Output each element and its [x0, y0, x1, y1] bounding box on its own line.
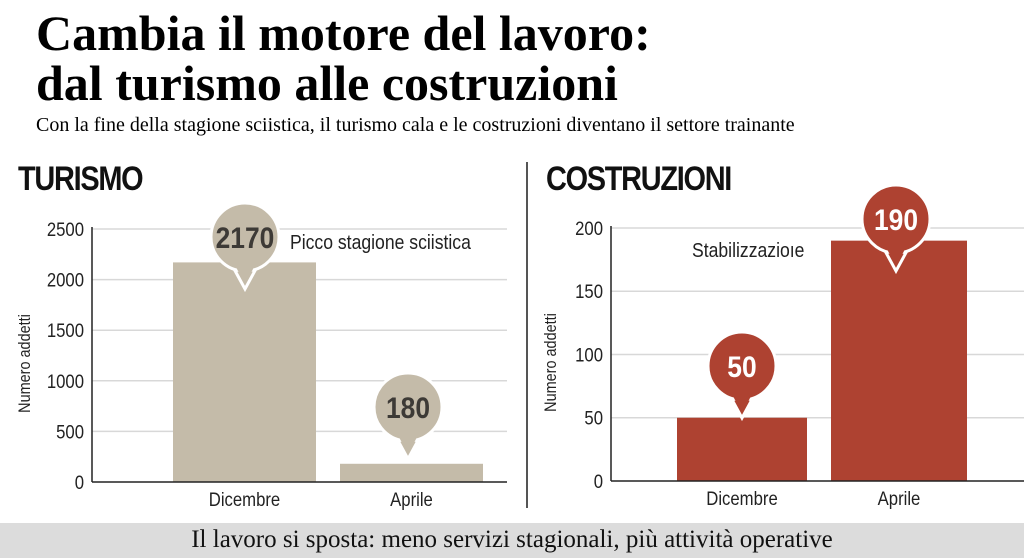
data-label: 180 — [386, 390, 430, 424]
x-tick-label: Aprile — [390, 489, 433, 510]
bar — [173, 262, 316, 482]
chart-title-turismo: TURISMO — [18, 160, 144, 198]
y-tick-label: 2500 — [47, 219, 84, 240]
subtitle: Con la fine della stagione sciistica, il… — [36, 114, 795, 136]
y-tick-label: 1500 — [47, 320, 84, 341]
data-label: 190 — [874, 202, 918, 236]
footer-caption: Il lavoro si sposta: meno servizi stagio… — [0, 523, 1024, 558]
y-axis-label: Numero addetti — [542, 313, 560, 412]
callout-pointer-fill — [235, 265, 255, 285]
callout-pointer-fill — [886, 247, 906, 267]
y-axis-label: Numero addetti — [16, 314, 34, 413]
x-tick-label: Aprile — [878, 488, 921, 509]
x-tick-label: Dicembre — [209, 489, 281, 510]
y-tick-label: 500 — [56, 421, 84, 442]
annotation: Picco stagione sciistica — [290, 231, 471, 253]
y-tick-label: 100 — [575, 345, 603, 366]
y-tick-label: 0 — [75, 472, 84, 493]
page-title: Cambia il motore del lavoro: dal turismo … — [36, 8, 651, 108]
y-tick-label: 0 — [594, 471, 603, 492]
data-label: 50 — [727, 349, 756, 383]
bar — [677, 417, 807, 481]
callout-pointer-fill — [398, 435, 418, 455]
y-tick-label: 150 — [575, 281, 603, 302]
y-tick-label: 2000 — [47, 270, 84, 291]
bar — [831, 240, 967, 481]
x-tick-label: Dicembre — [706, 488, 778, 509]
y-tick-label: 50 — [584, 408, 603, 429]
y-tick-label: 1000 — [47, 371, 84, 392]
bar — [340, 463, 483, 482]
y-tick-label: 200 — [575, 218, 603, 239]
annotation: Stabilizzazioıe — [692, 239, 804, 261]
chart-title-costruzioni: COSTRUZIONI — [546, 160, 732, 198]
data-label: 2170 — [216, 220, 275, 254]
title-line-2: dal turismo alle costruzioni — [36, 55, 618, 111]
divider — [526, 162, 528, 508]
callout-pointer-fill — [732, 394, 752, 414]
title-line-1: Cambia il motore del lavoro: — [36, 5, 651, 61]
